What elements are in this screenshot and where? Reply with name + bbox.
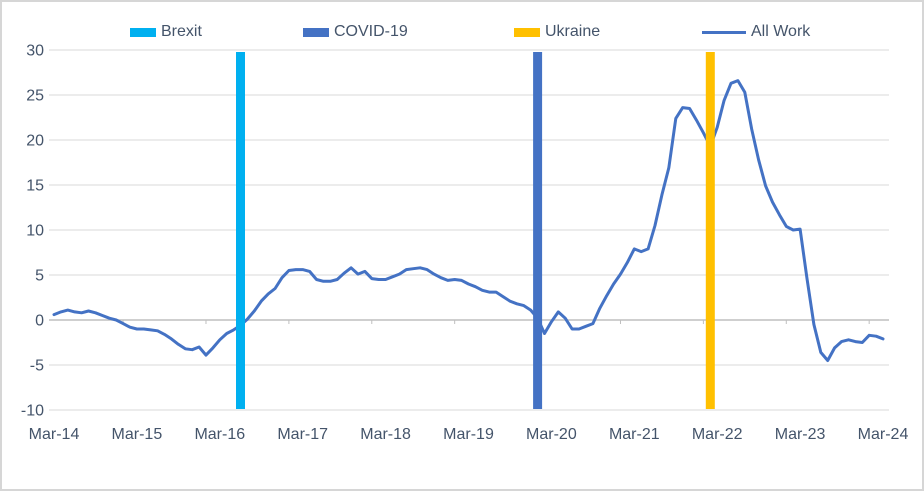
y-axis-label: 10 <box>26 223 44 240</box>
legend-item-all-work: All Work <box>702 22 810 42</box>
legend-item-covid-19: COVID-19 <box>303 22 408 42</box>
y-axis-label: 20 <box>26 133 44 150</box>
legend-label-covid-19: COVID-19 <box>334 23 408 40</box>
y-axis-label: -5 <box>30 358 44 375</box>
chart-legend: Brexit COVID-19 Ukraine All Work <box>2 2 922 48</box>
event-bar-ukraine <box>705 52 715 409</box>
event-bar-brexit <box>236 52 245 409</box>
x-axis-label: Mar-16 <box>194 426 245 443</box>
x-axis-label: Mar-17 <box>277 426 328 443</box>
series-line-all-work <box>52 79 885 362</box>
x-axis-label: Mar-24 <box>858 426 909 443</box>
brexit-bar-swatch <box>130 27 156 37</box>
x-axis-label: Mar-21 <box>609 426 660 443</box>
y-axis-label: -10 <box>21 403 44 420</box>
event-bar-covid-19 <box>533 52 543 409</box>
y-axis-label: 5 <box>35 268 44 285</box>
legend-item-ukraine: Ukraine <box>514 22 600 42</box>
x-axis-label: Mar-18 <box>360 426 411 443</box>
legend-label-ukraine: Ukraine <box>545 23 601 40</box>
covid-19-bar-swatch <box>303 27 329 37</box>
y-axis-label: 30 <box>26 43 44 60</box>
x-axis-label: Mar-15 <box>112 426 163 443</box>
x-axis-label: Mar-20 <box>526 426 577 443</box>
y-axis-label: 0 <box>35 313 44 330</box>
y-axis-label: 25 <box>26 88 44 105</box>
x-axis-label: Mar-23 <box>775 426 826 443</box>
legend-label-all-work: All Work <box>751 23 811 40</box>
legend-item-brexit: Brexit <box>130 22 202 42</box>
x-axis-label: Mar-22 <box>692 426 743 443</box>
legend-label-brexit: Brexit <box>161 23 202 40</box>
ukraine-bar-swatch <box>514 27 540 37</box>
all-work-line-swatch <box>702 30 746 34</box>
y-axis-label: 15 <box>26 178 44 195</box>
x-axis-label: Mar-14 <box>29 426 80 443</box>
x-axis-label: Mar-19 <box>443 426 494 443</box>
